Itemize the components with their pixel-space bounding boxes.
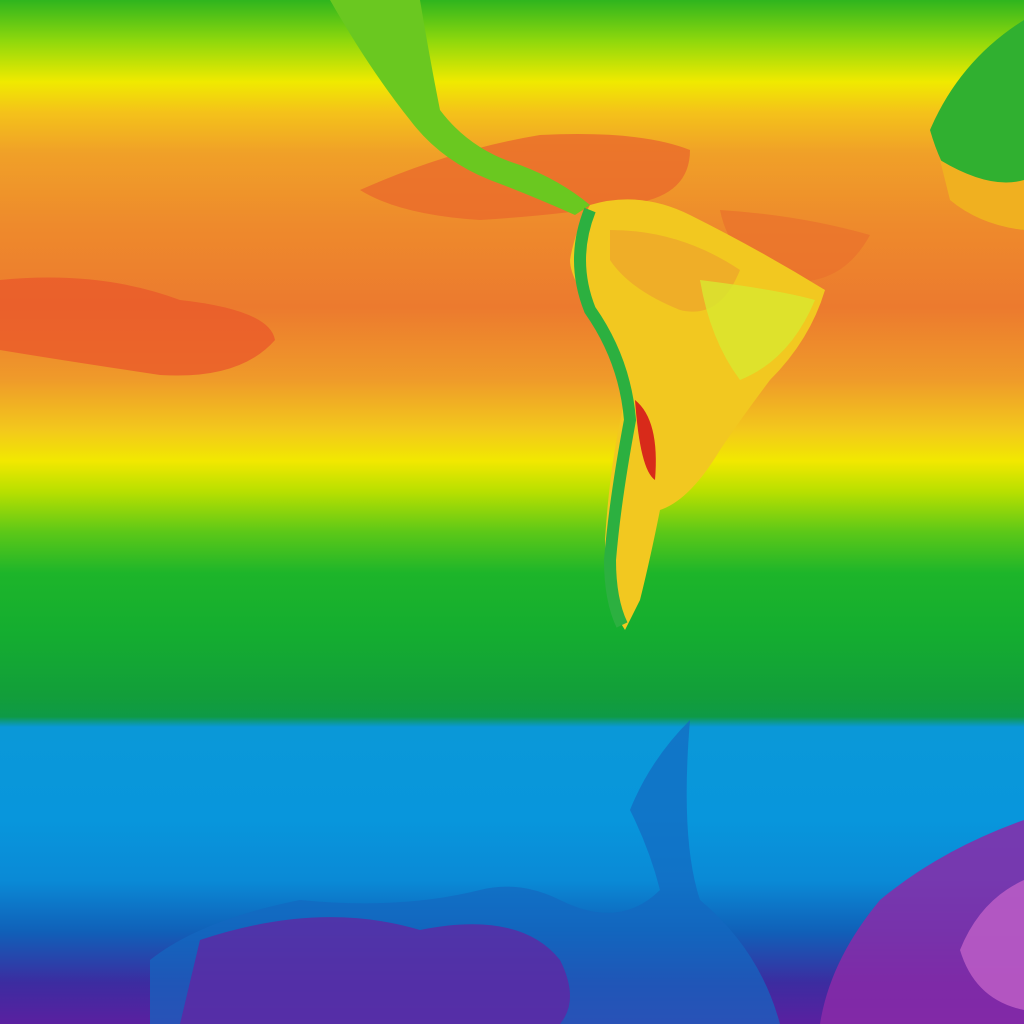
brazil-highlands [700, 280, 815, 380]
central-america-landmass [330, 0, 590, 215]
east-antarctica-core [960, 880, 1024, 1010]
gran-chaco-hot [635, 400, 656, 480]
hot-zone-pacific [0, 277, 275, 376]
antarctica-cold-core [180, 917, 570, 1024]
africa-sahel [940, 160, 1024, 230]
andes-mountains [574, 207, 637, 628]
